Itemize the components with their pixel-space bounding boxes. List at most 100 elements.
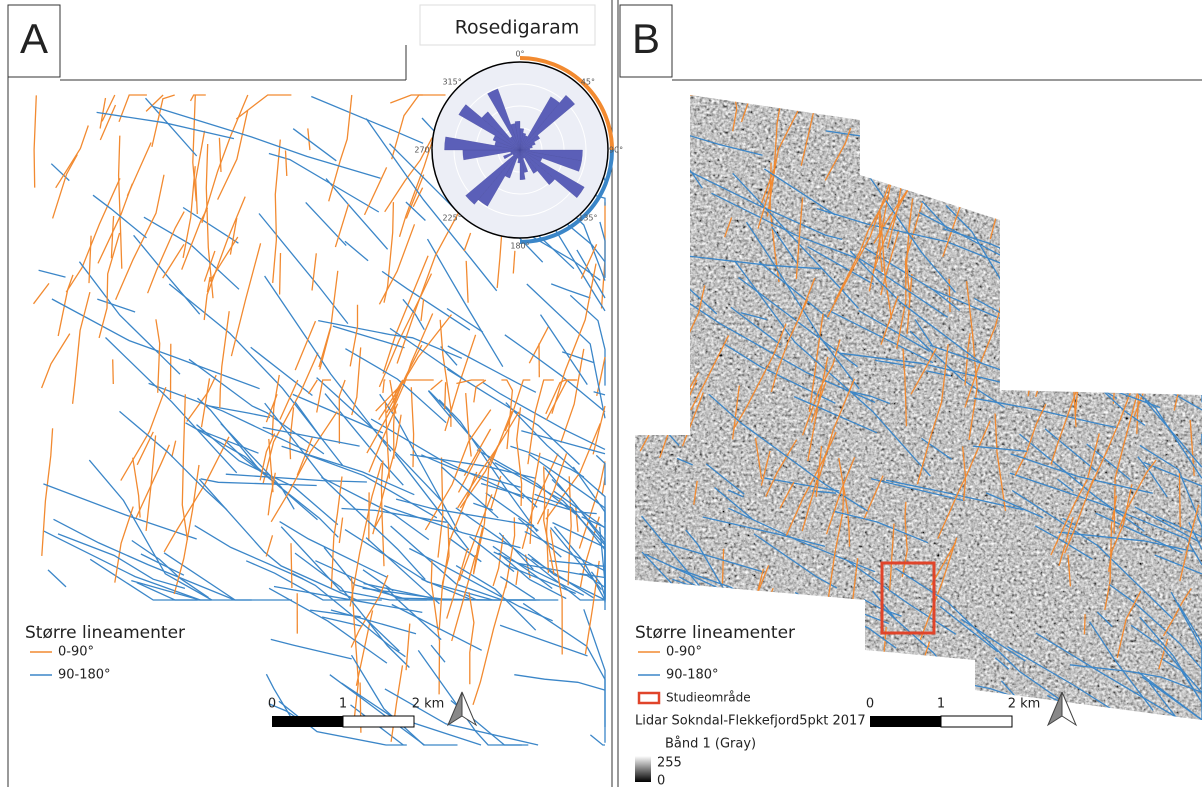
lineament [89,460,212,600]
lineament [1113,133,1202,313]
lineament [1033,293,1128,394]
lineament [546,380,567,420]
lineament [442,467,499,518]
lineament [1140,288,1198,310]
lineament [286,151,287,177]
raster-ramp [635,756,651,782]
raster-max: 255 [657,756,682,771]
lineament [187,375,216,421]
lineament [590,735,605,745]
lineament [506,517,515,588]
lineament [510,446,584,477]
lineament [1059,281,1060,336]
lineament [1143,95,1146,135]
lineament [1180,313,1202,402]
lineament [1058,95,1082,192]
lineament [431,645,445,662]
lineament [42,334,70,388]
lineament [392,605,482,651]
lineament [992,159,993,208]
lineament [1188,120,1202,163]
north-arrow [462,692,476,725]
lineament [523,603,605,727]
lineament [504,564,576,593]
lineament [1092,252,1161,320]
rose-label: 45° [581,78,595,87]
lineament [447,309,483,333]
lineament [500,625,587,656]
legend-item: Studieområde [666,691,751,705]
lineament [191,95,206,101]
lineament [513,251,515,274]
lineament [1055,243,1108,332]
scale-bar [272,716,343,727]
lineament [196,131,205,214]
scale-label: 0 [268,697,276,712]
lineament [1128,346,1202,392]
lineament [333,326,405,348]
lineament [201,479,317,486]
lineament [317,378,443,503]
lineament [1120,272,1122,384]
scale-label: 2 km [1008,697,1041,712]
figure: A B Rosedigaram 0°45°90°135°180°225°270°… [0,0,1202,787]
lineament [172,441,176,458]
lineament [425,410,490,530]
lineament [339,518,342,543]
lineament [647,306,669,357]
lineament [1003,265,1012,311]
lineament [133,458,140,518]
lineament [39,270,66,277]
lineament [1155,244,1168,316]
legend-item: 90-180° [58,668,111,683]
raster-min: 0 [657,774,665,787]
lineament [1133,181,1152,197]
lineament [391,665,402,741]
lineament [325,394,403,486]
lineament [387,345,422,413]
lineament [791,679,811,712]
lineament [1058,216,1186,320]
scale-label: 1 [339,697,347,712]
lineament [986,133,1148,207]
lineament [350,305,357,367]
legend-title: Større lineamenter [635,623,795,643]
panel-label: B [632,15,660,62]
lineament [1033,95,1060,163]
lineament [1102,244,1202,328]
rose-label: 90° [609,146,623,155]
lineament [113,359,114,384]
lineament [875,669,960,720]
lineament [674,654,778,720]
lineament [646,647,650,696]
lineament [597,357,605,396]
lineament [1040,168,1043,217]
lineament [428,239,503,367]
lineament [1047,279,1084,378]
lineament [376,380,434,411]
scale-label: 0 [866,697,874,712]
lineament [345,241,368,261]
lineament [42,428,53,556]
lineament [946,95,972,96]
lineament [99,233,120,338]
lineament [34,95,36,187]
scale-bar [941,716,1012,727]
lineament [231,243,260,356]
lineament [54,519,235,600]
legend-swatch [639,693,659,703]
lineament [259,214,348,324]
lineament [431,380,443,390]
lineament [1184,135,1202,156]
lineament [251,347,313,395]
raster-name: Lidar Sokndal-Flekkefjord5pkt 2017 [635,714,866,729]
lineament [273,140,281,283]
lineament [667,387,670,425]
scale-label: 2 km [412,697,445,712]
lineament [271,639,352,659]
legend-item: 0-90° [58,645,94,660]
lineament [379,224,414,304]
lineament [146,435,156,531]
lineament [218,111,248,200]
lineament [1036,355,1050,397]
